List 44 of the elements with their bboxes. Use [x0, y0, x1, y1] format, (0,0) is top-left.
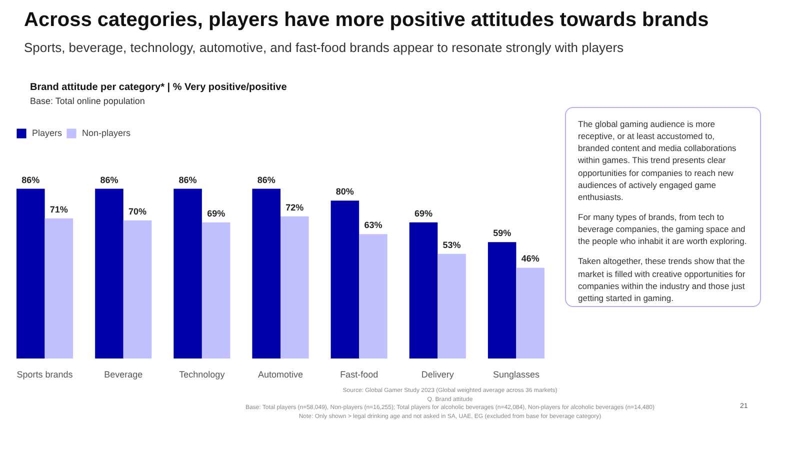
data-label: 80%: [336, 186, 354, 197]
legend-label: Players: [32, 128, 62, 138]
x-tick-label: Sunglasses: [492, 370, 540, 380]
x-tick-label: Automotive: [258, 370, 304, 380]
bar: [359, 234, 388, 358]
bar: [95, 188, 124, 358]
bar: [516, 268, 544, 358]
bar: [44, 218, 74, 358]
text: Taken altogether, these trends show that the market is filled with creative opportunities for companies within the industry and those just getting started in gaming.: [578, 255, 746, 304]
x-tick-label: Beverage: [104, 370, 143, 380]
bar: [174, 188, 202, 358]
text: The global gaming audience is more receptive, or at least accustomed to, branded content and media collaborations within games. This trend presents clear opportunities for companies to reach new audiences of actively engaged game enthusiasts.: [578, 118, 738, 203]
x-tick-label: Sports brands: [16, 370, 74, 380]
bar: [123, 220, 152, 358]
data-label: 70%: [128, 206, 147, 216]
data-label: 46%: [521, 254, 540, 264]
bar: [438, 254, 466, 358]
data-label: 86%: [100, 174, 118, 185]
bar: [409, 222, 438, 358]
data-label: 63%: [364, 220, 382, 230]
data-label: 86%: [257, 174, 276, 185]
data-label: 86%: [22, 174, 40, 185]
text: Brand attitude per category* | % Very positive/positive: [30, 82, 287, 93]
chart-subtitle: Sports, beverage, technology, automotive, and fast-food brands appear to resonate strongly with players: [24, 38, 625, 57]
x-tick-label: Fast-food: [340, 370, 378, 380]
data-label: 53%: [442, 240, 461, 250]
text: Base: Total online population: [30, 95, 146, 108]
x-tick-label: Delivery: [421, 370, 454, 380]
legend-label: Non-players: [82, 128, 131, 138]
bar: [488, 242, 516, 358]
bar: [16, 188, 45, 358]
data-label: 86%: [178, 174, 197, 185]
bar: [202, 222, 230, 358]
text: For many types of brands, from tech to beverage companies, the gaming space and the people who inhabit it are worth exploring.: [578, 210, 748, 248]
chart-title: Across categories, players have more positive attitudes towards brands: [24, 8, 709, 33]
data-label: 69%: [207, 208, 226, 218]
data-label: 59%: [493, 228, 512, 238]
bar: [280, 216, 309, 358]
data-label: 69%: [414, 208, 433, 218]
data-label: 72%: [286, 202, 304, 212]
x-tick-label: Technology: [179, 370, 226, 380]
bar: [330, 200, 360, 358]
bar: [252, 188, 280, 358]
data-label: 71%: [50, 204, 68, 214]
